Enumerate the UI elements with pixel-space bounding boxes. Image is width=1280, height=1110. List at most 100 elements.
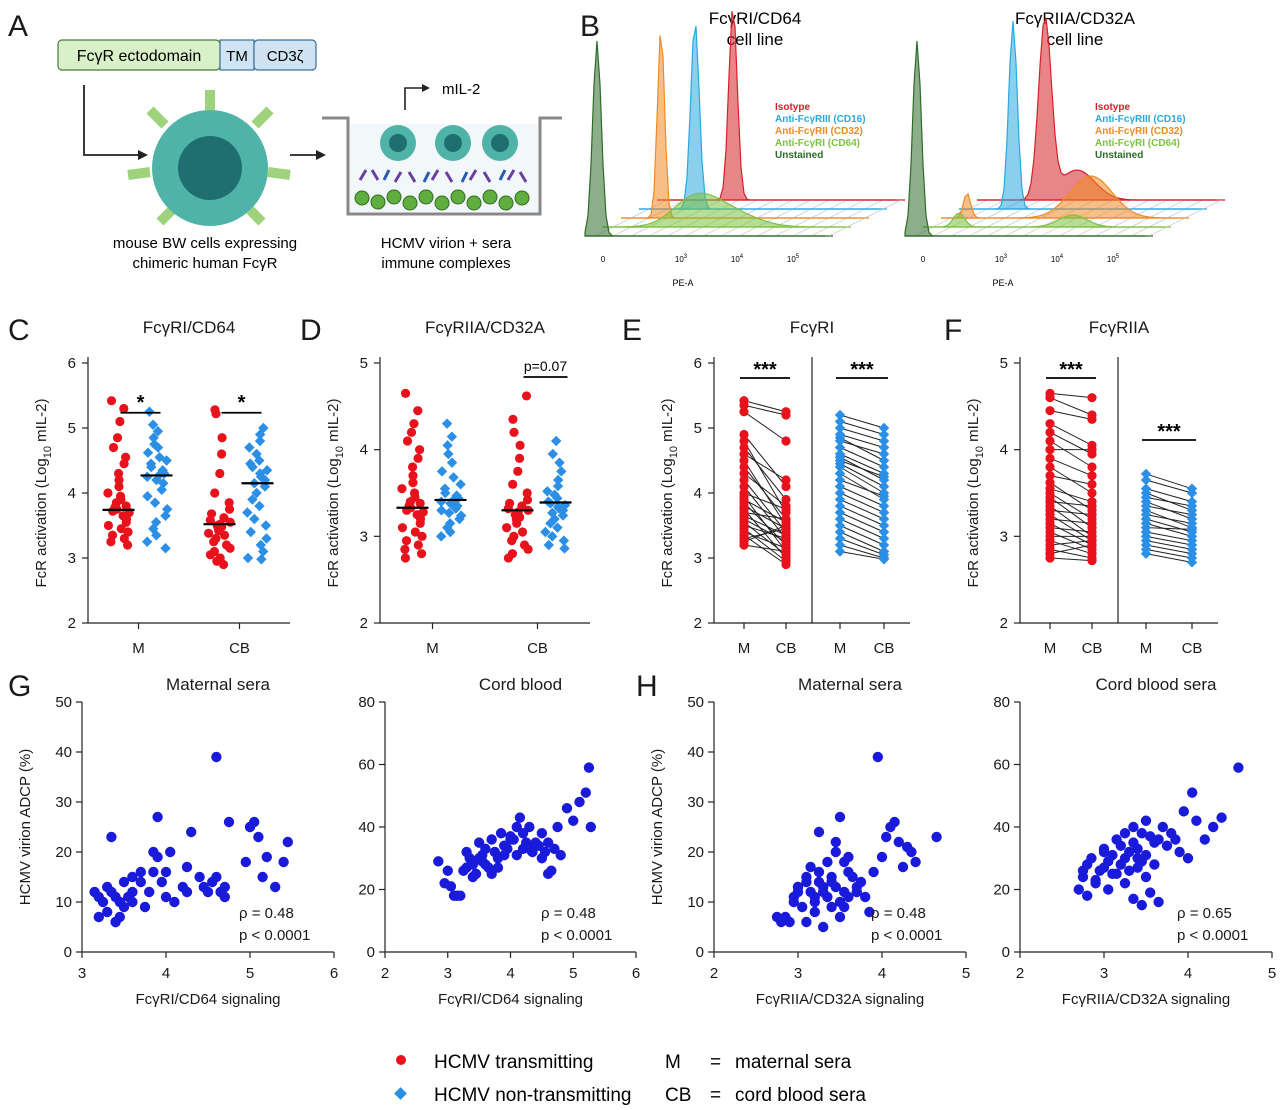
y-axis-label-main: FcR activation (Log xyxy=(325,458,342,587)
y-tick-label: 6 xyxy=(694,355,702,372)
flow-legend-item: Anti-FcγRIII (CD16) xyxy=(775,114,866,125)
data-point-non-transmitting xyxy=(152,442,164,453)
y-tick-label: 5 xyxy=(68,420,76,437)
scatter-point xyxy=(1136,828,1148,839)
data-point-non-transmitting xyxy=(834,481,846,492)
flow-legend-item: Anti-FcγRII (CD32) xyxy=(775,126,863,137)
significance-label: * xyxy=(137,392,145,414)
x-tick-label: 4 xyxy=(878,965,886,982)
x-tick-label: CB xyxy=(776,640,797,657)
data-point-non-transmitting xyxy=(152,426,164,437)
y-tick-label: 40 xyxy=(993,819,1010,836)
data-point-transmitting xyxy=(400,388,411,398)
pair-line xyxy=(1049,509,1093,516)
scatter-point xyxy=(524,821,535,833)
scatter-point xyxy=(152,811,163,823)
y-tick-label: 4 xyxy=(694,485,702,502)
scatter-point xyxy=(876,851,888,863)
data-point-non-transmitting xyxy=(249,513,260,525)
data-point-transmitting xyxy=(211,409,221,419)
flow-gridline xyxy=(828,199,902,237)
x-tick-label: CB xyxy=(229,640,250,657)
pair-line xyxy=(1145,522,1193,537)
y-axis-label: HCMV virion ADCP (%) xyxy=(649,749,666,905)
pair-line xyxy=(743,518,787,543)
pair-line xyxy=(1049,392,1093,399)
data-point-non-transmitting xyxy=(247,494,258,505)
pair-line xyxy=(743,492,787,510)
scatter-point xyxy=(1111,868,1122,880)
data-point-transmitting xyxy=(514,453,525,463)
data-point-transmitting xyxy=(416,549,427,559)
data-point-non-transmitting xyxy=(251,487,262,499)
il2-arrow xyxy=(404,87,424,110)
x-axis-label: FcγRIIA/CD32A signaling xyxy=(1062,991,1230,1008)
data-point-non-transmitting xyxy=(455,479,466,490)
x-tick-label: 4 xyxy=(162,965,170,982)
data-point-transmitting xyxy=(225,517,235,527)
data-point-transmitting xyxy=(1087,462,1097,472)
scatter-point xyxy=(93,911,105,923)
scatter-point xyxy=(889,816,900,828)
data-point-non-transmitting xyxy=(834,435,846,447)
y-tick-label: 5 xyxy=(360,355,368,372)
y-axis-label-sub: 10 xyxy=(42,446,54,458)
scatter-point xyxy=(257,871,268,883)
x-tick-label: 6 xyxy=(632,965,640,982)
scatter-point xyxy=(1128,893,1139,905)
legend-transmitting-marker xyxy=(396,1055,406,1065)
legend-m-key: M xyxy=(665,1052,681,1073)
y-tick-label: 40 xyxy=(358,819,375,836)
scatter-point xyxy=(181,861,193,873)
flow-histogram xyxy=(923,212,1163,228)
data-point-transmitting xyxy=(508,414,518,424)
data-point-transmitting xyxy=(108,442,119,453)
panel-c: C FcγRI/CD64 2 3 4 5 6 FcR activation (Log10 m… xyxy=(8,314,290,657)
p-value-label: p < 0.0001 xyxy=(541,927,612,944)
data-point-non-transmitting xyxy=(558,535,570,546)
pair-line xyxy=(839,440,885,455)
data-point-transmitting xyxy=(739,442,749,453)
pair-line xyxy=(1145,535,1193,546)
scatter-point xyxy=(839,856,850,868)
x-tick-label: M xyxy=(1044,640,1057,657)
pair-line xyxy=(839,538,885,556)
flow-legend-item: Anti-FcγRI (CD64) xyxy=(1095,138,1180,149)
pair-line xyxy=(1049,540,1093,555)
data-point-transmitting xyxy=(781,559,791,570)
panel-e: E FcγRI 2 3 4 5 6 FcR activation (Log10 mIL-2)… xyxy=(622,314,910,657)
y-tick-label: 3 xyxy=(360,528,368,545)
scatter-point xyxy=(542,868,554,880)
panel-title: FcγRI/CD64 xyxy=(143,318,236,337)
pair-line xyxy=(743,466,787,520)
data-point-non-transmitting xyxy=(878,513,890,525)
data-point-transmitting xyxy=(503,504,513,514)
scatter-point xyxy=(1161,840,1173,851)
il2-label: mIL-2 xyxy=(442,81,480,98)
scatter-point xyxy=(843,891,854,903)
legend-non-transmitting-label: HCMV non-transmitting xyxy=(434,1085,631,1106)
y-tick-label: 0 xyxy=(367,944,375,961)
pair-line xyxy=(839,544,885,559)
data-point-transmitting xyxy=(781,504,791,514)
rho-label: ρ = 0.48 xyxy=(541,905,596,922)
y-tick-label: 50 xyxy=(55,694,72,711)
data-point-transmitting xyxy=(512,518,522,528)
scatter-point xyxy=(495,828,507,839)
data-point-non-transmitting xyxy=(156,484,167,495)
data-point-non-transmitting xyxy=(151,530,162,541)
scatter-point xyxy=(801,871,812,883)
scatter-point xyxy=(181,886,193,898)
rho-label: ρ = 0.65 xyxy=(1177,905,1232,922)
scatter-point xyxy=(881,831,892,843)
flow-x-tick: 105 xyxy=(1107,254,1120,264)
data-point-non-transmitting xyxy=(1186,487,1198,499)
pair-line xyxy=(1049,544,1093,555)
pair-line xyxy=(1145,553,1193,563)
scatter-point xyxy=(278,856,289,868)
scatter-point xyxy=(186,826,197,838)
pair-line xyxy=(1145,488,1193,503)
scatter-point xyxy=(1136,899,1148,911)
y-tick-label: 2 xyxy=(68,615,76,632)
data-point-non-transmitting xyxy=(878,481,890,492)
